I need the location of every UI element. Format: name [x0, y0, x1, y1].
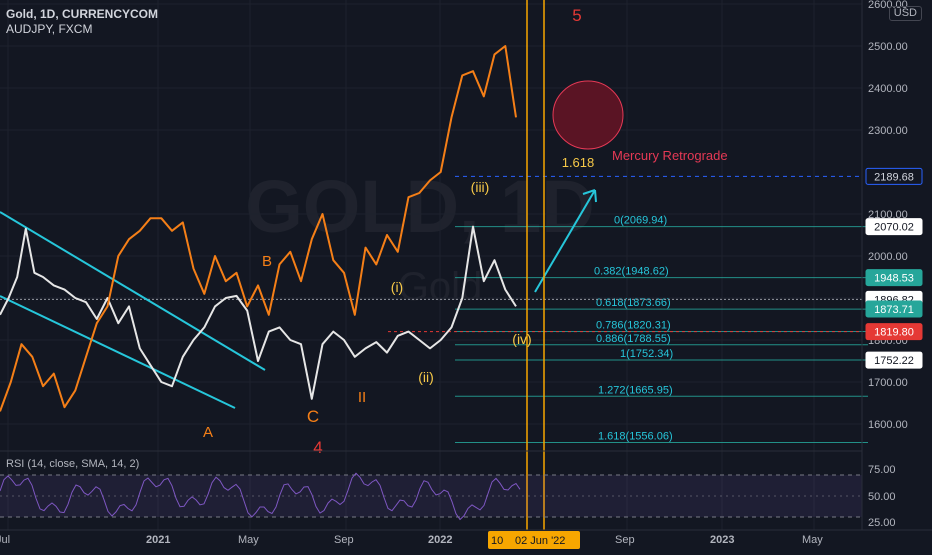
x-highlight-bg — [488, 531, 580, 549]
x-highlight-date: 02 Jun '22 — [515, 535, 565, 547]
y-tick-label: 1700.00 — [868, 377, 908, 389]
wave-label: 5 — [572, 6, 581, 25]
wave-label: B — [262, 253, 272, 270]
x-tick-label: 2023 — [710, 534, 734, 546]
price-label: 1752.22 — [874, 355, 914, 367]
fib-level-label: 0.786(1820.31) — [596, 319, 671, 331]
rsi-tick-75: 75.00 — [868, 464, 896, 476]
price-label-bg — [865, 351, 923, 369]
y-tick-label: 1600.00 — [868, 419, 908, 431]
price-label: 2070.02 — [874, 222, 914, 234]
price-label: 2189.68 — [874, 171, 914, 183]
fib-level-label: 0(2069.94) — [614, 215, 667, 227]
price-label: 1819.80 — [874, 327, 914, 339]
chart-title[interactable]: Gold, 1D, CURRENCYCOM — [6, 7, 159, 21]
wave-label: 1.618 — [562, 155, 595, 170]
rsi-line — [0, 472, 521, 521]
price-axis-labels: 2189.682070.021948.531896.821873.711819.… — [865, 167, 923, 369]
price-label: 1948.53 — [874, 273, 914, 285]
fib-level-label: 0.382(1948.62) — [594, 266, 669, 278]
price-label: 1873.71 — [874, 304, 914, 316]
wave-label: II — [358, 389, 366, 406]
fib-retracement[interactable]: 0(2069.94) 0.382(1948.62) 0.618(1873.66) 0.… — [0, 175, 868, 443]
price-series — [0, 45, 517, 412]
rsi-indicator-label[interactable]: RSI (14, close, SMA, 14, 2) — [6, 458, 140, 470]
wave-label: (i) — [391, 279, 403, 295]
channel-lower-line[interactable] — [0, 295, 236, 409]
x-tick-label: May — [238, 534, 259, 546]
fib-level-label: 1.272(1665.95) — [598, 384, 673, 396]
y-tick-label: 2600.00 — [868, 0, 908, 11]
wave-label: (ii) — [418, 369, 434, 385]
gold-price-line — [0, 225, 517, 400]
price-unit-badge[interactable]: USD — [888, 6, 922, 21]
fib-level-label: 1.618(1556.06) — [598, 430, 673, 442]
y-tick-label: 2100.00 — [868, 209, 908, 221]
fib-level-label: 1(1752.34) — [620, 348, 673, 360]
wave-label: 4 — [313, 438, 322, 457]
rsi-tick-25: 25.00 — [868, 517, 896, 529]
y-tick-label: 2500.00 — [868, 41, 908, 53]
x-tick-label: Sep — [615, 534, 635, 546]
wave-labels: A B C 4 II (i) (ii) (iii) (iv) 5 1.618 Mercury Retr… — [203, 6, 728, 457]
rsi-tick-50: 50.00 — [868, 491, 896, 503]
projection-arrow-head — [582, 189, 597, 203]
wave-label: Mercury Retrograde — [612, 148, 728, 163]
x-highlight-start: 10 — [491, 535, 503, 547]
price-label-bg — [865, 323, 923, 341]
wave-label: A — [203, 424, 213, 441]
y-tick-label: 2400.00 — [868, 83, 908, 95]
price-label-bg — [865, 167, 923, 185]
projection-arrow[interactable] — [534, 189, 596, 293]
fib-level-label: 0.886(1788.55) — [596, 333, 671, 345]
x-tick-label: May — [802, 534, 823, 546]
price-label-bg — [865, 269, 923, 287]
mercury-retrograde-circle[interactable] — [552, 80, 624, 150]
y-tick-label: 2000.00 — [868, 251, 908, 263]
audjpy-line — [0, 45, 517, 412]
x-tick-label: Jul — [0, 534, 10, 546]
channel-upper-line[interactable] — [0, 211, 266, 371]
wave-label: (iii) — [471, 179, 490, 195]
x-tick-label: Sep — [334, 534, 354, 546]
x-tick-label: 2021 — [146, 534, 170, 546]
x-tick-label: 2022 — [428, 534, 452, 546]
grid — [0, 0, 862, 530]
watermark-main: GOLD, 1D — [245, 165, 594, 248]
fib-level-label: 0.618(1873.66) — [596, 297, 671, 309]
price-label-bg — [865, 218, 923, 236]
time-axis[interactable]: Jul 2021 May Sep 2022 Sep 2023 May 10 02 Jun '22 — [0, 531, 823, 549]
y-tick-label: 2300.00 — [868, 125, 908, 137]
price-label-bg — [865, 300, 923, 318]
compare-symbol[interactable]: AUDJPY, FXCM — [6, 22, 93, 36]
wave-label: (iv) — [512, 331, 531, 347]
wave-label: C — [307, 407, 319, 426]
